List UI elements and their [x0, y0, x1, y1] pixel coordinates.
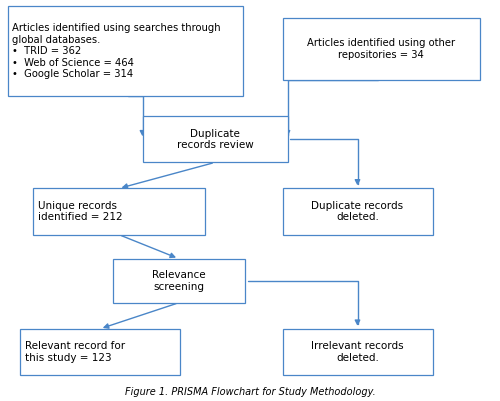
Text: Relevance
screening: Relevance screening — [152, 270, 206, 292]
Text: Relevant record for
this study = 123: Relevant record for this study = 123 — [25, 341, 125, 363]
FancyBboxPatch shape — [282, 188, 432, 235]
Text: Articles identified using other
repositories = 34: Articles identified using other reposito… — [307, 38, 456, 60]
Text: Articles identified using searches through
global databases.
•  TRID = 362
•  We: Articles identified using searches throu… — [12, 23, 221, 79]
FancyBboxPatch shape — [112, 259, 245, 303]
Text: Irrelevant records
deleted.: Irrelevant records deleted. — [311, 341, 404, 363]
Text: Duplicate records
deleted.: Duplicate records deleted. — [312, 201, 404, 222]
FancyBboxPatch shape — [282, 18, 480, 80]
FancyBboxPatch shape — [282, 329, 432, 375]
Text: Figure 1. PRISMA Flowchart for Study Methodology.: Figure 1. PRISMA Flowchart for Study Met… — [124, 387, 376, 397]
Text: Unique records
identified = 212: Unique records identified = 212 — [38, 201, 122, 222]
FancyBboxPatch shape — [8, 6, 242, 96]
Text: Duplicate
records review: Duplicate records review — [176, 129, 254, 150]
FancyBboxPatch shape — [20, 329, 180, 375]
FancyBboxPatch shape — [32, 188, 205, 235]
FancyBboxPatch shape — [142, 116, 288, 162]
